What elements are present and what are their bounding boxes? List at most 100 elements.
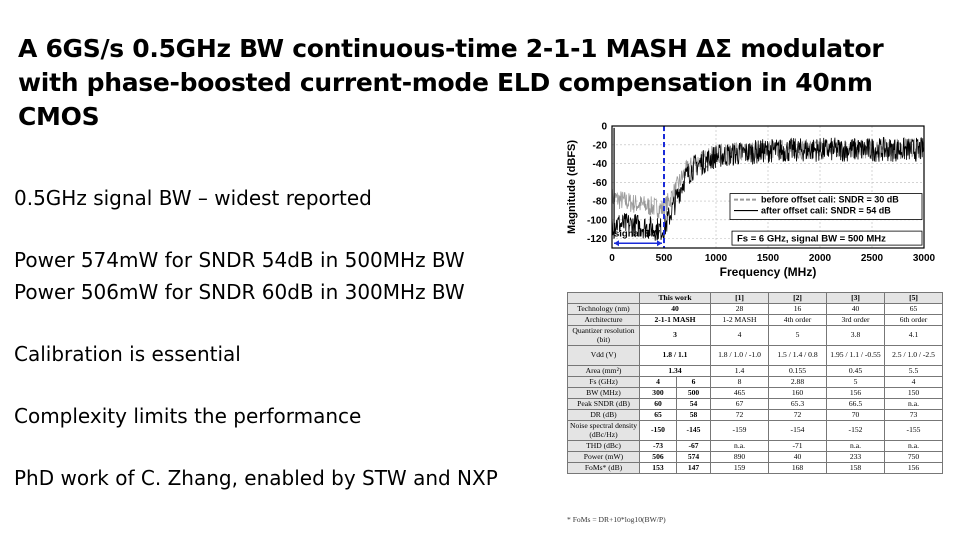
- table-header-cell: [1]: [710, 292, 770, 304]
- table-cell: 72: [710, 409, 770, 421]
- x-tick-label: 1500: [757, 253, 780, 264]
- table-cell: 233: [826, 451, 886, 463]
- table-row: Area (mm²) 1.34 1.4 0.155 0.45 5.5: [567, 365, 944, 377]
- table-cell: 40: [638, 303, 712, 315]
- x-tick-label: 0: [609, 253, 615, 264]
- table-row-label: Technology (nm): [567, 303, 640, 315]
- table-cell: 2-1-1 MASH: [638, 314, 712, 326]
- x-tick-label: 3000: [913, 253, 936, 264]
- table-cell: 16: [768, 303, 828, 315]
- bullet-phd-work: PhD work of C. Zhang, enabled by STW and…: [14, 466, 498, 490]
- table-cell: 465: [710, 387, 770, 399]
- table-cell: 65: [639, 409, 677, 421]
- table-row: Quantizer resolution (bit) 3 4 5 3.8 4.1: [567, 325, 944, 346]
- bullet-power-300mhz: Power 506mW for SNDR 60dB in 300MHz BW: [14, 280, 465, 304]
- table-cell: 159: [710, 462, 770, 474]
- table-cell: n.a.: [826, 440, 886, 452]
- table-cell: n.a.: [710, 440, 770, 452]
- table-cell: 60: [639, 398, 677, 410]
- table-cell: 168: [768, 462, 828, 474]
- y-tick-label: -100: [587, 215, 607, 226]
- plot-frame: [611, 125, 925, 249]
- table-cell: 750: [884, 451, 944, 463]
- x-tick-label: 2000: [809, 253, 832, 264]
- table-header-cell: [5]: [884, 292, 944, 304]
- bullet-signal-bw: 0.5GHz signal BW – widest reported: [14, 186, 372, 210]
- table-cell: 4: [710, 325, 770, 346]
- table-cell: 1-2 MASH: [710, 314, 770, 326]
- legend-label-0: before offset cali: SNDR = 30 dB: [761, 195, 899, 205]
- table-cell: 574: [675, 451, 712, 463]
- table-cell: 150: [884, 387, 944, 399]
- info-box: [731, 230, 923, 246]
- y-tick-label: -20: [593, 140, 608, 151]
- table-cell: 0.155: [768, 365, 828, 377]
- table-row-label: Power (mW): [567, 451, 640, 463]
- table-header-cell: [567, 292, 640, 304]
- table-cell: 156: [826, 387, 886, 399]
- comparison-table-container: This work [1] [2] [3] [5] Technology (nm) 40 2…: [567, 292, 944, 474]
- table-cell: 5.5: [884, 365, 944, 377]
- bandwidth-label: signal BW: [614, 229, 660, 240]
- table-row-label: DR (dB): [567, 409, 640, 421]
- table-row: Peak SNDR (dB) 60 54 67 65.3 66.5 n.a.: [567, 398, 944, 410]
- y-tick-label: -80: [593, 197, 608, 208]
- table-cell: 54: [675, 398, 712, 410]
- table-cell: 6th order: [884, 314, 944, 326]
- table-header-cell: [3]: [826, 292, 886, 304]
- table-cell: 70: [826, 409, 886, 421]
- y-tick-label: 0: [601, 122, 607, 133]
- table-cell: 40: [826, 303, 886, 315]
- table-cell: 156: [884, 462, 944, 474]
- table-cell: 500: [675, 387, 712, 399]
- table-header-cell: This work: [638, 292, 712, 304]
- table-cell: -150: [639, 420, 677, 441]
- table-row: FoMs* (dB) 153 147 159 168 158 156: [567, 462, 944, 474]
- table-cell: 4th order: [768, 314, 828, 326]
- table-row-label: Noise spectral density (dBc/Hz): [567, 420, 640, 441]
- bandwidth-arrow-head-left: [614, 240, 619, 247]
- table-row-label: Architecture: [567, 314, 640, 326]
- y-axis-label: Magnitude (dBFS): [566, 140, 578, 234]
- table-cell: 58: [675, 409, 712, 421]
- table-footnote: * FoMs = DR+10*log10(BW/P): [567, 515, 666, 524]
- bullet-power-500mhz: Power 574mW for SNDR 54dB in 500MHz BW: [14, 248, 465, 272]
- table-cell: 1.4: [710, 365, 770, 377]
- table-cell: 147: [675, 462, 712, 474]
- y-tick-label: -60: [593, 178, 608, 189]
- table-cell: -155: [884, 420, 944, 441]
- table-cell: 4.1: [884, 325, 944, 346]
- table-cell: -145: [675, 420, 712, 441]
- table-row-label: Fs (GHz): [567, 376, 640, 388]
- table-cell: 4: [639, 376, 677, 388]
- table-cell: 8: [710, 376, 770, 388]
- table-cell: 3.8: [826, 325, 886, 346]
- table-cell: 28: [710, 303, 770, 315]
- table-cell: 5: [826, 376, 886, 388]
- table-cell: 2.88: [768, 376, 828, 388]
- info-box-label: Fs = 6 GHz, signal BW = 500 MHz: [737, 234, 886, 245]
- table-row: THD (dBc) -73 -67 n.a. -71 n.a. n.a.: [567, 440, 944, 452]
- bandwidth-arrow-head-right: [657, 240, 662, 247]
- x-tick-label: 1000: [705, 253, 728, 264]
- y-tick-label: -40: [593, 159, 608, 170]
- table-row-label: Area (mm²): [567, 365, 640, 377]
- table-row: Power (mW) 506 574 890 40 233 750: [567, 451, 944, 463]
- table-row-label: Vdd (V): [567, 345, 640, 366]
- table-cell: 73: [884, 409, 944, 421]
- table-cell: 65.3: [768, 398, 828, 410]
- table-row-label: Peak SNDR (dB): [567, 398, 640, 410]
- table-cell: 1.8 / 1.0 / -1.0: [710, 345, 770, 366]
- table-cell: -154: [768, 420, 828, 441]
- table-row-label: BW (MHz): [567, 387, 640, 399]
- slide-title: A 6GS/s 0.5GHz BW continuous-time 2-1-1 …: [18, 34, 884, 131]
- table-row: Fs (GHz) 4 6 8 2.88 5 4: [567, 376, 944, 388]
- table-cell: -159: [710, 420, 770, 441]
- table-row: Noise spectral density (dBc/Hz) -150 -145-…: [567, 420, 944, 441]
- table-cell: 72: [768, 409, 828, 421]
- table-cell: 1.5 / 1.4 / 0.8: [768, 345, 828, 366]
- table-cell: n.a.: [884, 440, 944, 452]
- comparison-table: This work [1] [2] [3] [5] Technology (nm) 40 2…: [567, 292, 944, 474]
- x-tick-label: 2500: [861, 253, 884, 264]
